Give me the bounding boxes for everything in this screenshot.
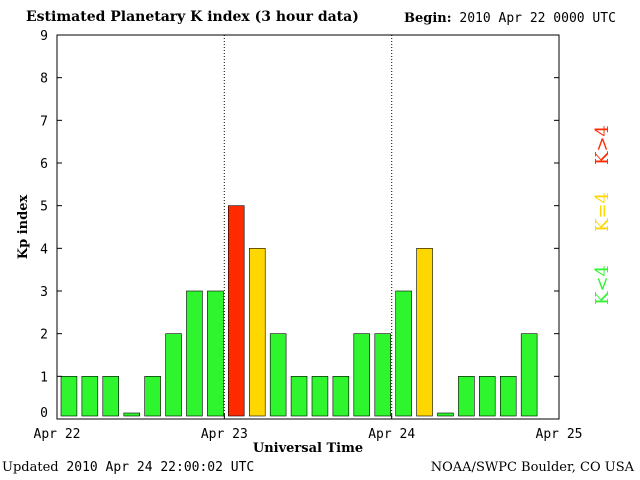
kp-bar-4 bbox=[144, 375, 161, 417]
kp-bar-0 bbox=[60, 375, 78, 417]
y-tick-label-9: 9 bbox=[40, 29, 48, 44]
kp-bar-2 bbox=[102, 375, 120, 417]
x-tick-label-0: Apr 22 bbox=[34, 427, 81, 442]
kp-bar-19 bbox=[458, 375, 475, 417]
x-tick-label-2: Apr 24 bbox=[368, 427, 415, 442]
updated-label: Updated bbox=[2, 460, 59, 475]
y-axis-label: Kp index bbox=[16, 195, 31, 260]
day-separators bbox=[223, 35, 393, 419]
legend-item-0: K<4 bbox=[592, 265, 613, 305]
kp-bar-8 bbox=[228, 205, 245, 417]
updated-value: 2010 Apr 24 22:00:02 UTC bbox=[66, 460, 255, 475]
kp-bar-13 bbox=[332, 375, 350, 417]
kp-bar-7 bbox=[207, 290, 224, 417]
kp-bar-16 bbox=[395, 290, 412, 417]
y-axis: 0 1 2 3 4 5 6 7 8 9 bbox=[40, 29, 559, 421]
kp-bar-3 bbox=[123, 412, 141, 417]
legend: K<4 K=4 K>4 bbox=[592, 125, 613, 305]
kp-bar-22 bbox=[520, 333, 538, 417]
x-tick-label-1: Apr 23 bbox=[201, 427, 248, 442]
legend-item-2: K>4 bbox=[592, 125, 613, 165]
kp-bar-12 bbox=[311, 375, 329, 417]
y-tick-label-7: 7 bbox=[40, 114, 48, 129]
y-tick-label-6: 6 bbox=[40, 157, 48, 172]
kp-bar-21 bbox=[499, 375, 517, 417]
credit: NOAA/SWPC Boulder, CO USA bbox=[430, 460, 634, 475]
legend-item-1: K=4 bbox=[592, 192, 613, 232]
kp-bar-20 bbox=[478, 375, 496, 417]
plot-frame bbox=[56, 34, 560, 420]
y-tick-label-4: 4 bbox=[40, 242, 48, 257]
chart-title: Estimated Planetary K index (3 hour data… bbox=[26, 9, 359, 25]
kp-bar-11 bbox=[290, 375, 308, 417]
updated-time: Updated 2010 Apr 24 22:00:02 UTC bbox=[2, 460, 254, 475]
begin-time: Begin: 2010 Apr 22 0000 UTC bbox=[404, 11, 616, 26]
kp-bar-9 bbox=[249, 248, 266, 417]
begin-label: Begin: bbox=[404, 11, 452, 26]
kp-bar-17 bbox=[416, 248, 433, 417]
y-tick-label-8: 8 bbox=[40, 72, 48, 87]
y-tick-label-3: 3 bbox=[40, 285, 48, 300]
y-tick-label-1: 1 bbox=[40, 370, 48, 385]
y-tick-label-0: 0 bbox=[40, 406, 48, 421]
x-axis: Apr 22 Apr 23 Apr 24 Apr 25 bbox=[34, 414, 583, 442]
kp-bar-6 bbox=[186, 290, 203, 417]
begin-value: 2010 Apr 22 0000 UTC bbox=[459, 11, 616, 26]
kp-bar-14 bbox=[353, 333, 370, 417]
x-axis-label: Universal Time bbox=[253, 441, 363, 456]
kp-bar-5 bbox=[165, 333, 182, 417]
bar-series bbox=[60, 205, 538, 417]
kp-bar-18 bbox=[437, 412, 454, 417]
kp-bar-1 bbox=[81, 375, 99, 417]
x-tick-label-3: Apr 25 bbox=[536, 427, 583, 442]
y-tick-label-2: 2 bbox=[40, 328, 48, 343]
kp-bar-10 bbox=[269, 333, 287, 417]
y-tick-label-5: 5 bbox=[40, 200, 48, 215]
kp-bar-15 bbox=[374, 333, 391, 417]
